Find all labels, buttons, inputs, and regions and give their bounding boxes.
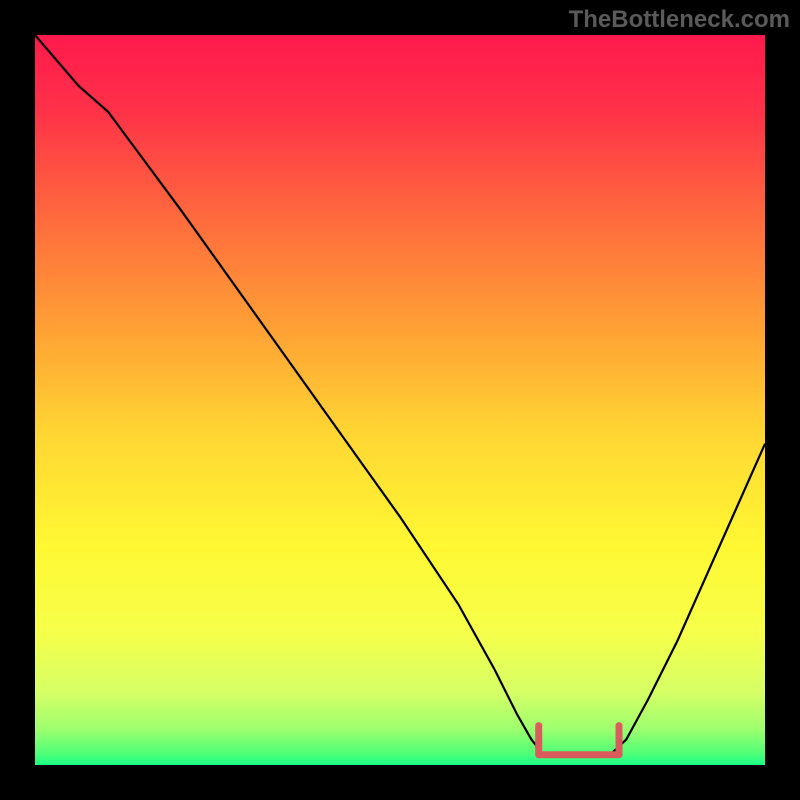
plot-area	[35, 35, 765, 765]
gradient-background	[35, 35, 765, 765]
chart-svg	[35, 35, 765, 765]
watermark-text: TheBottleneck.com	[569, 6, 790, 34]
